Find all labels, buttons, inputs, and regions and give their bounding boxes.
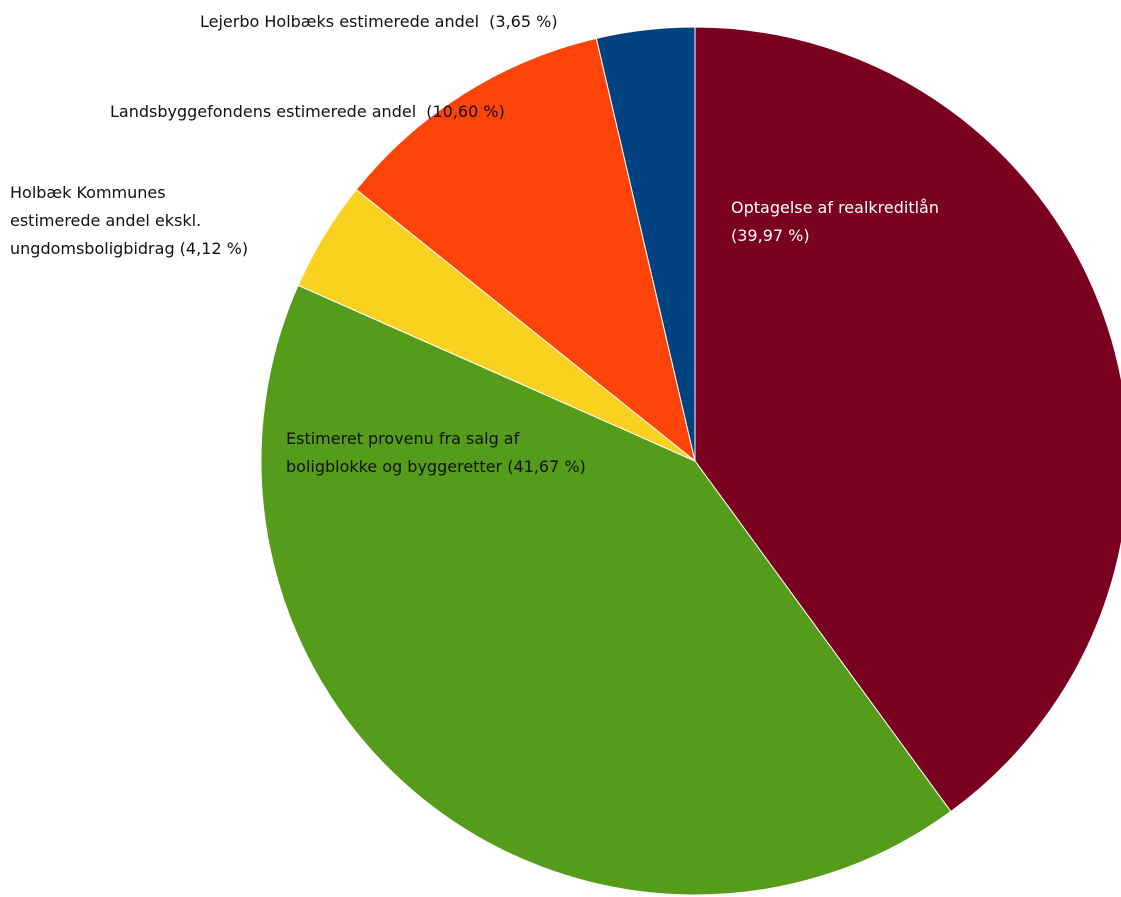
label-optagelse-realkreditlaan: Optagelse af realkreditlån (39,97 %) xyxy=(731,198,944,245)
slice-lejerbo-holbaek xyxy=(595,26,696,462)
pie-slices xyxy=(260,26,1121,896)
label-landsbyggefonden: Landsbyggefondens estimerede andel (10,6… xyxy=(110,102,505,121)
slice-landsbyggefonden xyxy=(355,37,696,463)
slice-optagelse-realkreditlaan xyxy=(694,26,1121,813)
label-estimeret-provenu: Estimeret provenu fra salg af boligblokk… xyxy=(286,429,586,476)
slice-estimeret-provenu xyxy=(260,284,952,896)
label-holbaek-kommune: Holbæk Kommunes estimerede andel ekskl. … xyxy=(10,183,248,258)
label-lejerbo-holbaek: Lejerbo Holbæks estimerede andel (3,65 %… xyxy=(200,12,558,31)
